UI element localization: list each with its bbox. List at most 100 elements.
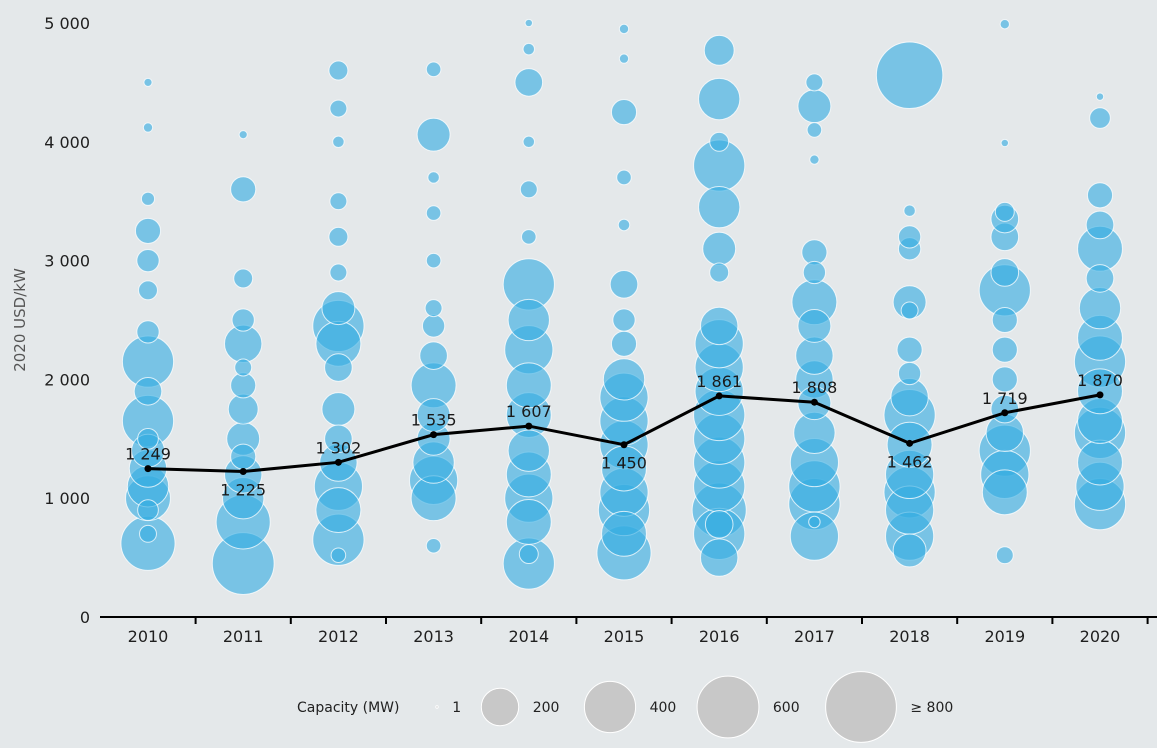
legend-bubble <box>825 671 897 743</box>
bubble <box>709 131 730 152</box>
bubble <box>421 314 446 338</box>
bubble <box>709 262 730 283</box>
bubble <box>425 537 442 554</box>
bubble <box>994 201 1015 222</box>
average-data-label: 1 535 <box>411 411 457 430</box>
bubble <box>1077 439 1123 486</box>
average-point <box>525 422 533 430</box>
bubble <box>616 169 632 186</box>
bubble <box>1086 182 1114 209</box>
average-point <box>715 392 723 400</box>
bubble <box>424 299 443 318</box>
x-tick-label: 2020 <box>1080 627 1121 646</box>
bubble <box>900 301 919 320</box>
bubble <box>133 376 163 406</box>
average-point <box>144 465 152 473</box>
bubble <box>425 205 442 221</box>
bubble <box>698 77 741 121</box>
bubble <box>704 510 734 539</box>
bubble <box>329 263 348 282</box>
legend-label: 1 <box>452 700 461 716</box>
bubble <box>808 515 821 529</box>
average-point <box>430 431 438 439</box>
x-tick-label: 2015 <box>604 627 645 646</box>
bubble <box>330 547 347 564</box>
bubble <box>137 427 159 450</box>
average-point <box>334 458 342 466</box>
bubble <box>789 511 839 561</box>
bubble <box>991 306 1018 334</box>
bubble <box>427 171 440 184</box>
average-point <box>906 439 914 447</box>
bubble <box>602 358 646 401</box>
bubble <box>522 135 536 149</box>
x-tick-label: 2016 <box>699 627 740 646</box>
average-point <box>239 467 247 475</box>
y-tick-label: 2 000 <box>44 370 90 389</box>
bubble <box>507 298 550 342</box>
data-labels-layer: 1 249 1 225 1 302 1 535 1 607 1 450 1 861 1 808… <box>125 371 1123 500</box>
x-tick-label: 2011 <box>223 627 264 646</box>
x-tick-label: 2018 <box>889 627 930 646</box>
y-tick-label: 5 000 <box>44 14 90 33</box>
average-data-label: 1 302 <box>315 438 361 457</box>
y-axis-title: 2020 USD/kW <box>11 268 29 372</box>
legend-title: Capacity (MW) <box>297 700 399 716</box>
bubble <box>1000 138 1009 148</box>
bubble <box>120 515 176 571</box>
bubble <box>425 61 442 78</box>
bubble <box>137 499 159 521</box>
bubble <box>230 372 257 399</box>
y-tick-label: 4 000 <box>44 133 90 152</box>
legend-bubble <box>696 675 760 739</box>
bubble <box>897 225 922 249</box>
x-tick-label: 2012 <box>318 627 359 646</box>
bubble <box>321 291 356 326</box>
average-data-label: 1 861 <box>696 372 742 391</box>
bubble <box>703 34 735 66</box>
bubble <box>991 366 1018 393</box>
bubble <box>142 122 154 133</box>
bubble <box>809 154 820 165</box>
average-data-label: 1 719 <box>982 389 1028 408</box>
bubble <box>892 533 927 568</box>
average-point <box>1096 391 1104 399</box>
bubble <box>233 268 254 289</box>
bubble <box>1085 210 1115 240</box>
bubble <box>612 308 636 332</box>
bubble <box>617 218 631 232</box>
bubble <box>1085 264 1115 293</box>
average-data-label: 1 462 <box>887 452 933 471</box>
bubble <box>227 393 259 425</box>
average-data-label: 1 607 <box>506 402 552 421</box>
x-tick-label: 2017 <box>794 627 835 646</box>
bubble <box>609 270 639 299</box>
bubble <box>903 204 916 217</box>
y-tick-label: 0 <box>80 608 90 627</box>
legend: Capacity (MW) 1 200 400 600 ≥ 800 <box>297 671 953 743</box>
bubble <box>995 546 1014 565</box>
bubble <box>134 217 162 244</box>
y-tick-label: 3 000 <box>44 252 90 271</box>
bubble <box>896 336 923 363</box>
bubble <box>618 23 630 35</box>
bubble <box>805 73 824 92</box>
average-line-layer <box>144 391 1104 475</box>
bubble <box>324 424 353 454</box>
bubble <box>136 320 160 344</box>
bubble <box>518 544 539 564</box>
bubble <box>231 308 255 332</box>
bubble <box>329 192 348 211</box>
bubble <box>519 180 538 199</box>
average-point <box>810 398 818 406</box>
bubble <box>802 260 827 285</box>
bubble <box>416 117 451 152</box>
bubble <box>990 258 1020 287</box>
bubble <box>524 18 533 28</box>
bubble <box>332 135 345 149</box>
bubble <box>505 362 552 409</box>
bubble <box>315 487 362 534</box>
average-data-label: 1 450 <box>601 454 647 473</box>
y-tick-label: 1 000 <box>44 489 90 508</box>
legend-label: ≥ 800 <box>910 700 953 716</box>
